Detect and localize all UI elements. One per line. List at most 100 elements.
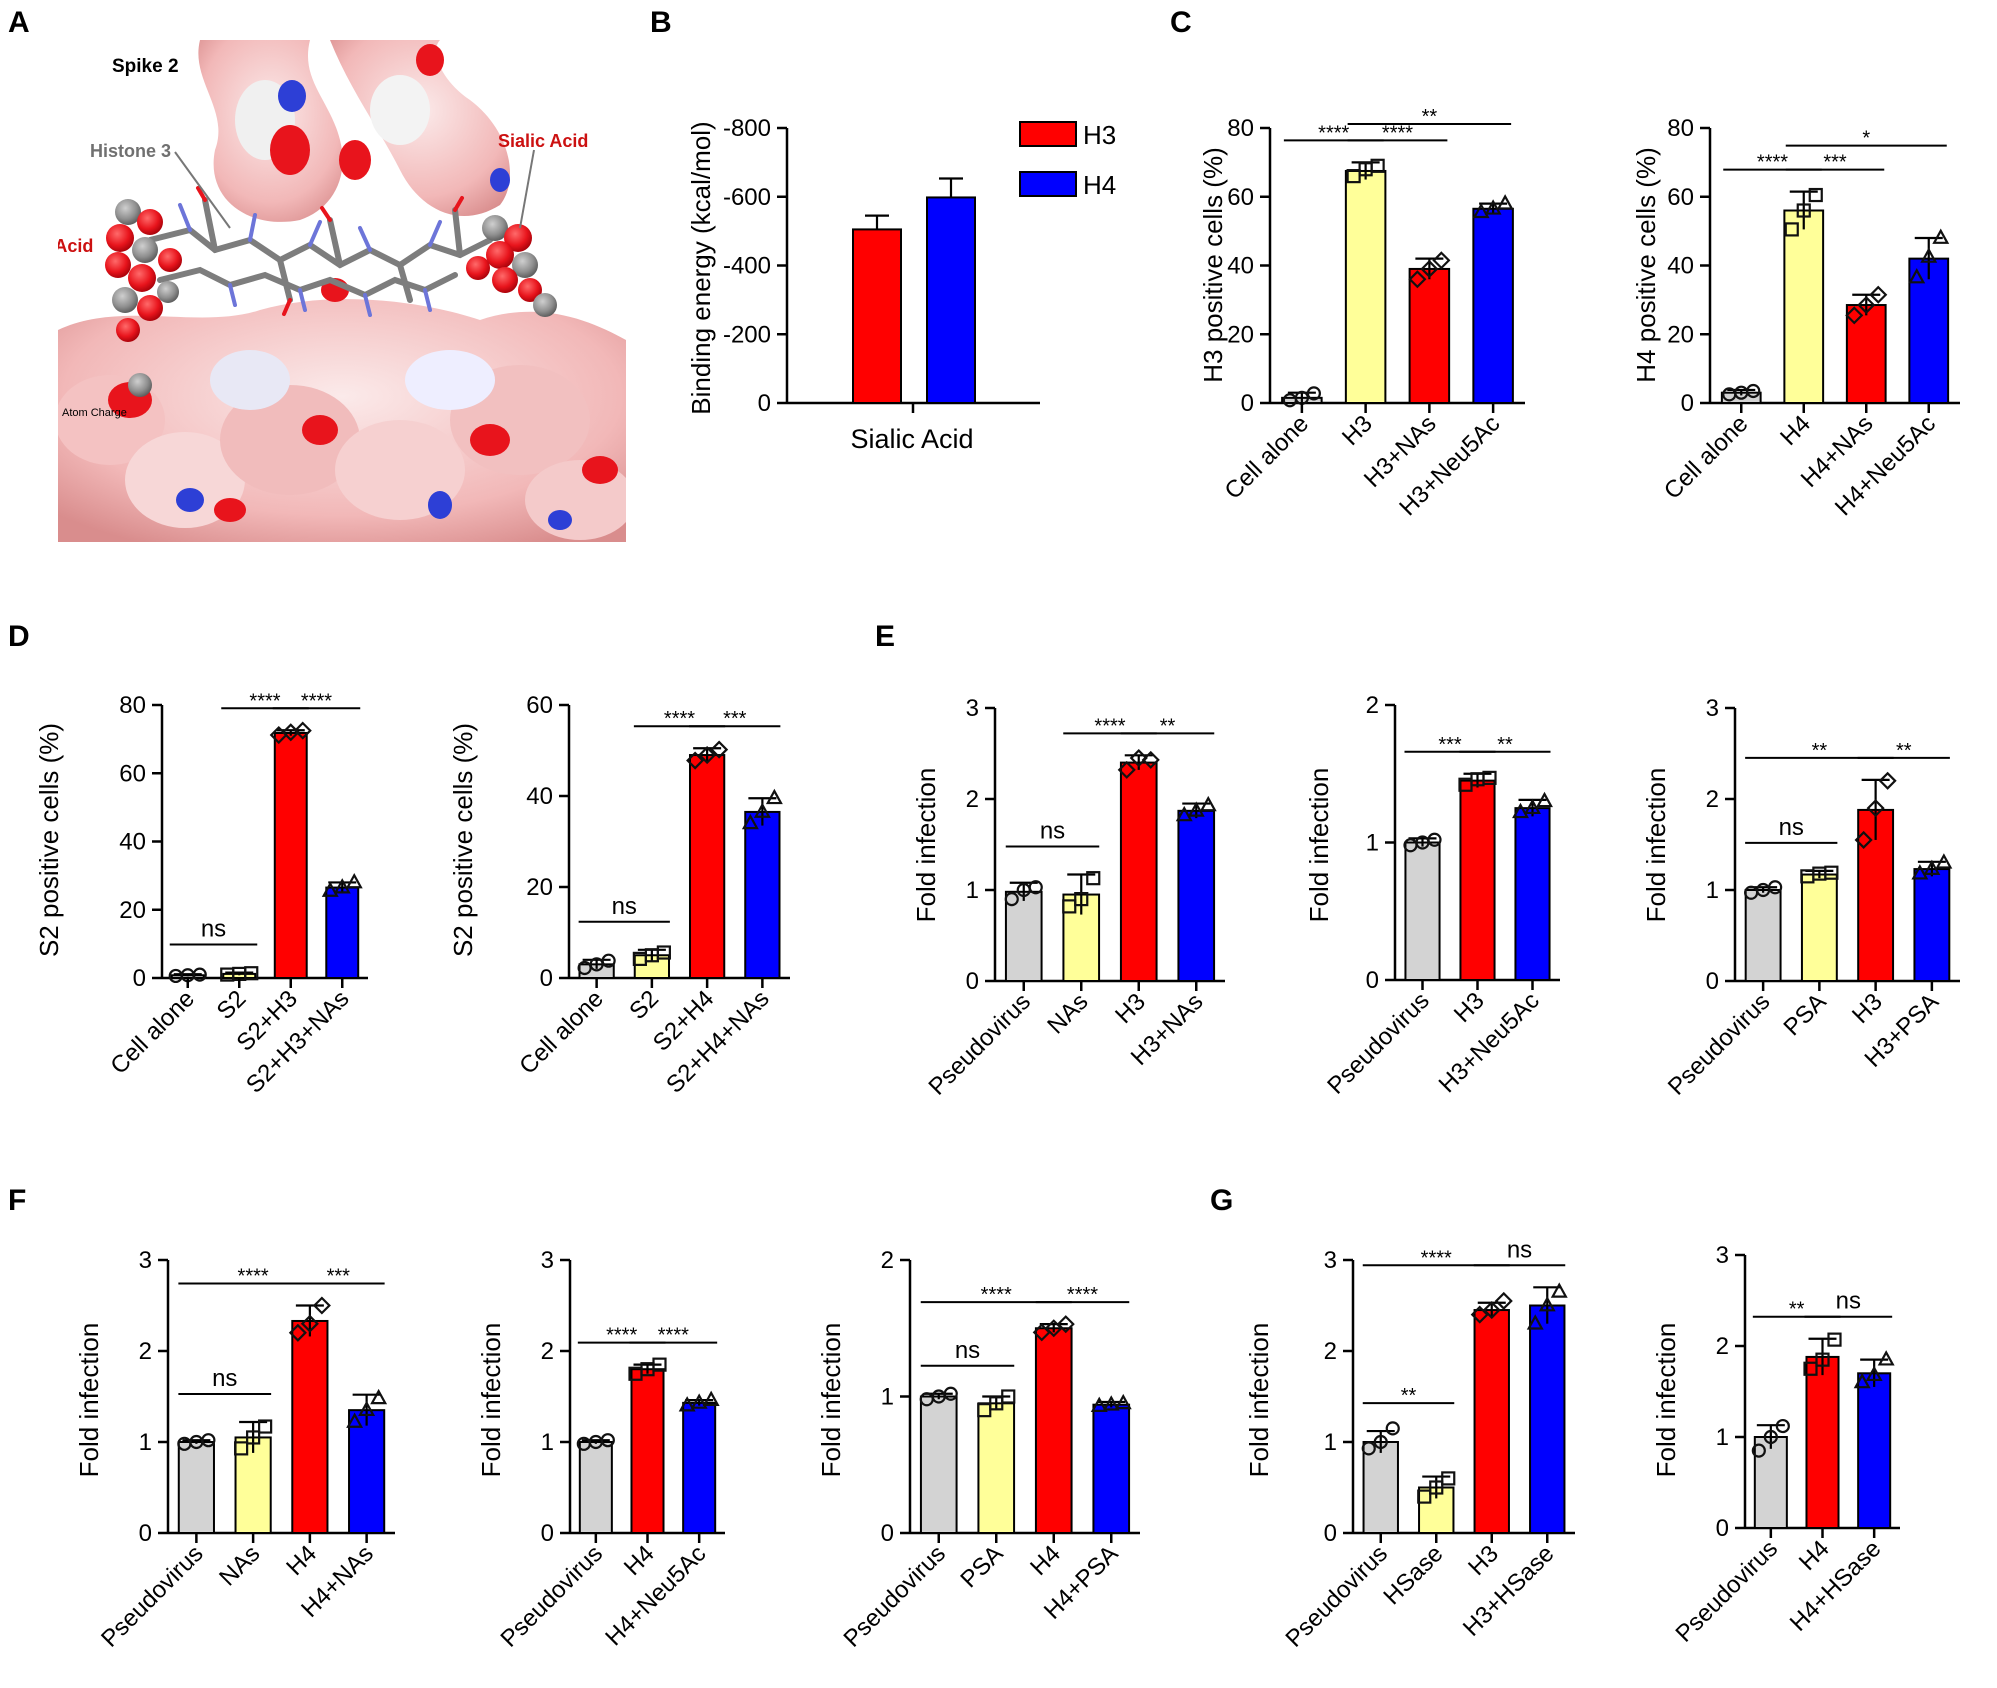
bar	[1473, 1309, 1510, 1535]
chart-h3-positive-cells: 0 20 40 60 80 H3 positive cells (%) Cell alone…	[1198, 106, 1525, 521]
legend-swatch	[1019, 171, 1077, 197]
x-tick-label: Cell alone	[514, 985, 609, 1080]
x-tick-label: H3	[1337, 410, 1378, 451]
significance-label: ****	[981, 1284, 1012, 1306]
y-tick-label: 0	[540, 965, 553, 992]
x-tick-label: Cell alone	[1659, 410, 1754, 505]
bar	[325, 886, 360, 979]
legend-swatch	[1019, 121, 1077, 147]
bar	[1459, 779, 1496, 981]
data-point	[1306, 386, 1321, 401]
y-tick-label: 2	[139, 1338, 152, 1365]
bar	[1857, 1372, 1892, 1530]
data-point	[1815, 1352, 1830, 1367]
significance-label: ***	[723, 708, 747, 730]
data-point	[1784, 222, 1799, 237]
bar	[1119, 761, 1158, 982]
significance-label: **	[1789, 1299, 1805, 1321]
data-point	[765, 788, 783, 805]
y-tick-label: 2	[1716, 1333, 1729, 1360]
y-tick-label: 20	[1667, 321, 1694, 348]
y-tick-label: 0	[541, 1520, 554, 1547]
y-tick-label: 0	[881, 1520, 894, 1547]
y-tick-label: -800	[723, 115, 771, 142]
significance-label: ns	[212, 1365, 237, 1392]
x-tick-label: H3	[1110, 988, 1151, 1029]
bar	[1004, 890, 1043, 983]
data-point	[1845, 306, 1864, 325]
y-tick-label: -200	[723, 321, 771, 348]
y-tick-label: 0	[1681, 390, 1694, 417]
data-point	[1524, 798, 1541, 815]
data-point	[1920, 247, 1938, 263]
significance-label: ****	[249, 690, 280, 712]
x-tick-label: NAs	[214, 1540, 265, 1591]
significance-label: ****	[606, 1325, 637, 1347]
y-axis-label: S2 positive cells (%)	[34, 723, 64, 957]
x-tick-label: Cell alone	[105, 985, 200, 1080]
data-point	[601, 953, 616, 968]
y-tick-label: 3	[541, 1247, 554, 1274]
data-point	[1768, 880, 1783, 895]
atom-charge-legend-title: Atom Charge	[62, 407, 127, 419]
significance-label: *	[1862, 128, 1870, 150]
data-point	[1803, 1361, 1818, 1376]
data-point	[1526, 1314, 1544, 1330]
x-tick-label: Pseudovirus	[1671, 1535, 1783, 1647]
significance-label: ***	[1823, 152, 1847, 174]
y-tick-label: 1	[1706, 877, 1719, 904]
data-point	[1877, 1350, 1895, 1366]
bar	[1913, 868, 1951, 983]
bar	[688, 754, 726, 979]
chart-s2-h4-positive-cells: 0 20 40 60 S2 positive cells (%) Cell alone S2…	[448, 692, 790, 1099]
x-tick-label: H4	[281, 1540, 322, 1581]
chart-binding-energy: 0 -200 -400 -600 -800 Binding energy (kcal/mo…	[686, 115, 1116, 454]
data-point	[1062, 899, 1077, 914]
data-point	[1866, 799, 1885, 818]
y-tick-label: 20	[1227, 321, 1254, 348]
y-tick-label: 40	[119, 829, 146, 856]
bar	[1783, 209, 1825, 404]
x-tick-label: HSase	[1378, 1540, 1448, 1610]
x-tick-label: Pseudovirus	[1281, 1540, 1393, 1652]
data-point	[1004, 891, 1019, 907]
data-point	[1935, 853, 1953, 869]
data-point	[1494, 1291, 1513, 1311]
data-point	[741, 813, 759, 830]
data-point	[1746, 383, 1761, 399]
x-tick-label: H3	[1463, 1540, 1504, 1581]
bar	[1800, 873, 1838, 983]
atom-charge-color-bar	[33, 430, 41, 524]
y-tick-label: 3	[966, 695, 979, 722]
data-point	[293, 721, 312, 740]
charge-value: -0.70	[8, 513, 31, 524]
y-tick-label: 60	[119, 760, 146, 787]
y-tick-label: 1	[1366, 830, 1379, 857]
data-point	[1796, 203, 1811, 218]
data-point	[1432, 251, 1451, 270]
y-axis-label: Fold infection	[1651, 1323, 1681, 1478]
x-tick-label: Pseudovirus	[839, 1540, 951, 1652]
data-point	[1482, 1300, 1501, 1320]
data-point	[1361, 1441, 1376, 1456]
bar	[926, 196, 976, 404]
data-point	[1538, 1296, 1556, 1312]
significance-label: **	[1497, 734, 1513, 756]
y-axis-label: Fold infection	[476, 1323, 506, 1478]
y-tick-label: 3	[1706, 695, 1719, 722]
bar	[578, 1441, 613, 1534]
data-point	[1496, 194, 1514, 210]
significance-label: ****	[664, 708, 695, 730]
data-point	[1827, 1332, 1842, 1347]
y-tick-label: 20	[119, 897, 146, 924]
bar	[744, 810, 781, 979]
charge-value: 0.23	[8, 457, 28, 468]
y-tick-label: 1	[139, 1429, 152, 1456]
data-point	[244, 966, 259, 981]
data-point	[1028, 880, 1043, 895]
significance-label: ****	[301, 690, 332, 712]
data-point	[686, 751, 705, 770]
